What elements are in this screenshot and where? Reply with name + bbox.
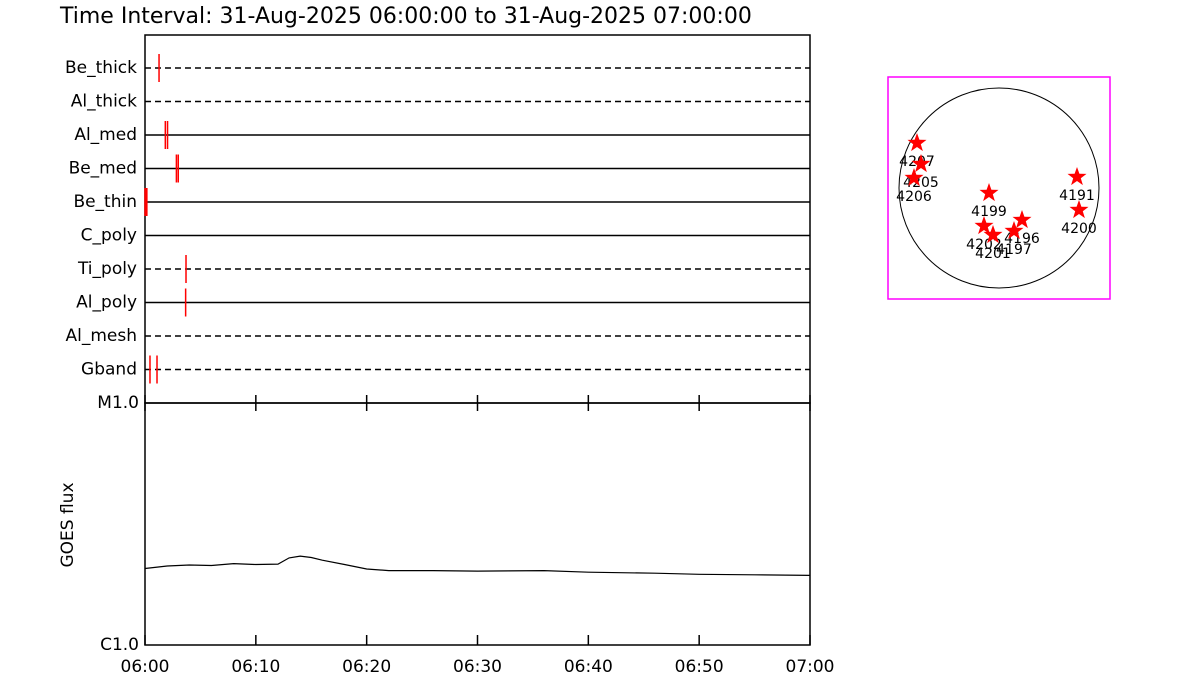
solar-disk xyxy=(898,87,1100,289)
x-tick-label: 07:00 xyxy=(786,657,835,677)
row-label: Ti_poly xyxy=(77,259,137,279)
active-region xyxy=(1004,221,1024,240)
x-tick-label: 06:20 xyxy=(342,657,391,677)
row-label: Be_thick xyxy=(65,58,137,78)
region-label: 4199 xyxy=(971,204,1007,220)
active-region xyxy=(904,168,924,187)
row-label: Be_med xyxy=(69,159,137,179)
row-label: Al_poly xyxy=(76,293,137,313)
y-tick-label: M1.0 xyxy=(97,393,139,413)
active-region xyxy=(911,154,931,173)
row-label: Al_mesh xyxy=(65,326,137,346)
region-label: 4197 xyxy=(996,242,1032,258)
active-region xyxy=(974,216,994,235)
region-label: 4201 xyxy=(975,246,1011,262)
row-label: C_poly xyxy=(81,226,137,246)
chart-title: Time Interval: 31-Aug-2025 06:00:00 to 3… xyxy=(59,4,752,29)
x-tick-label: 06:30 xyxy=(453,657,502,677)
goes-curve xyxy=(144,555,811,576)
row-label: Al_med xyxy=(74,125,137,145)
active-region xyxy=(907,133,927,152)
map-frame xyxy=(887,76,1111,300)
active-region xyxy=(979,183,999,202)
region-label: 4200 xyxy=(1061,221,1097,237)
row-label: Gband xyxy=(81,360,137,380)
active-region xyxy=(1067,167,1087,186)
active-region xyxy=(983,225,1003,244)
plot-frame xyxy=(144,402,811,646)
row-label: Be_thin xyxy=(73,192,137,212)
row-label: Al_thick xyxy=(71,92,137,112)
x-tick-label: 06:00 xyxy=(121,657,170,677)
x-tick-label: 06:40 xyxy=(564,657,613,677)
x-tick-label: 06:10 xyxy=(231,657,280,677)
y-axis-label: GOES flux xyxy=(58,482,78,567)
active-region xyxy=(1069,200,1089,219)
region-label: 4191 xyxy=(1059,188,1095,204)
plot-frame xyxy=(144,34,811,404)
y-tick-label: C1.0 xyxy=(100,635,139,655)
region-label: 4206 xyxy=(896,189,932,205)
x-tick-label: 06:50 xyxy=(675,657,724,677)
region-label: 4202 xyxy=(966,237,1002,253)
active-region xyxy=(1012,210,1032,229)
